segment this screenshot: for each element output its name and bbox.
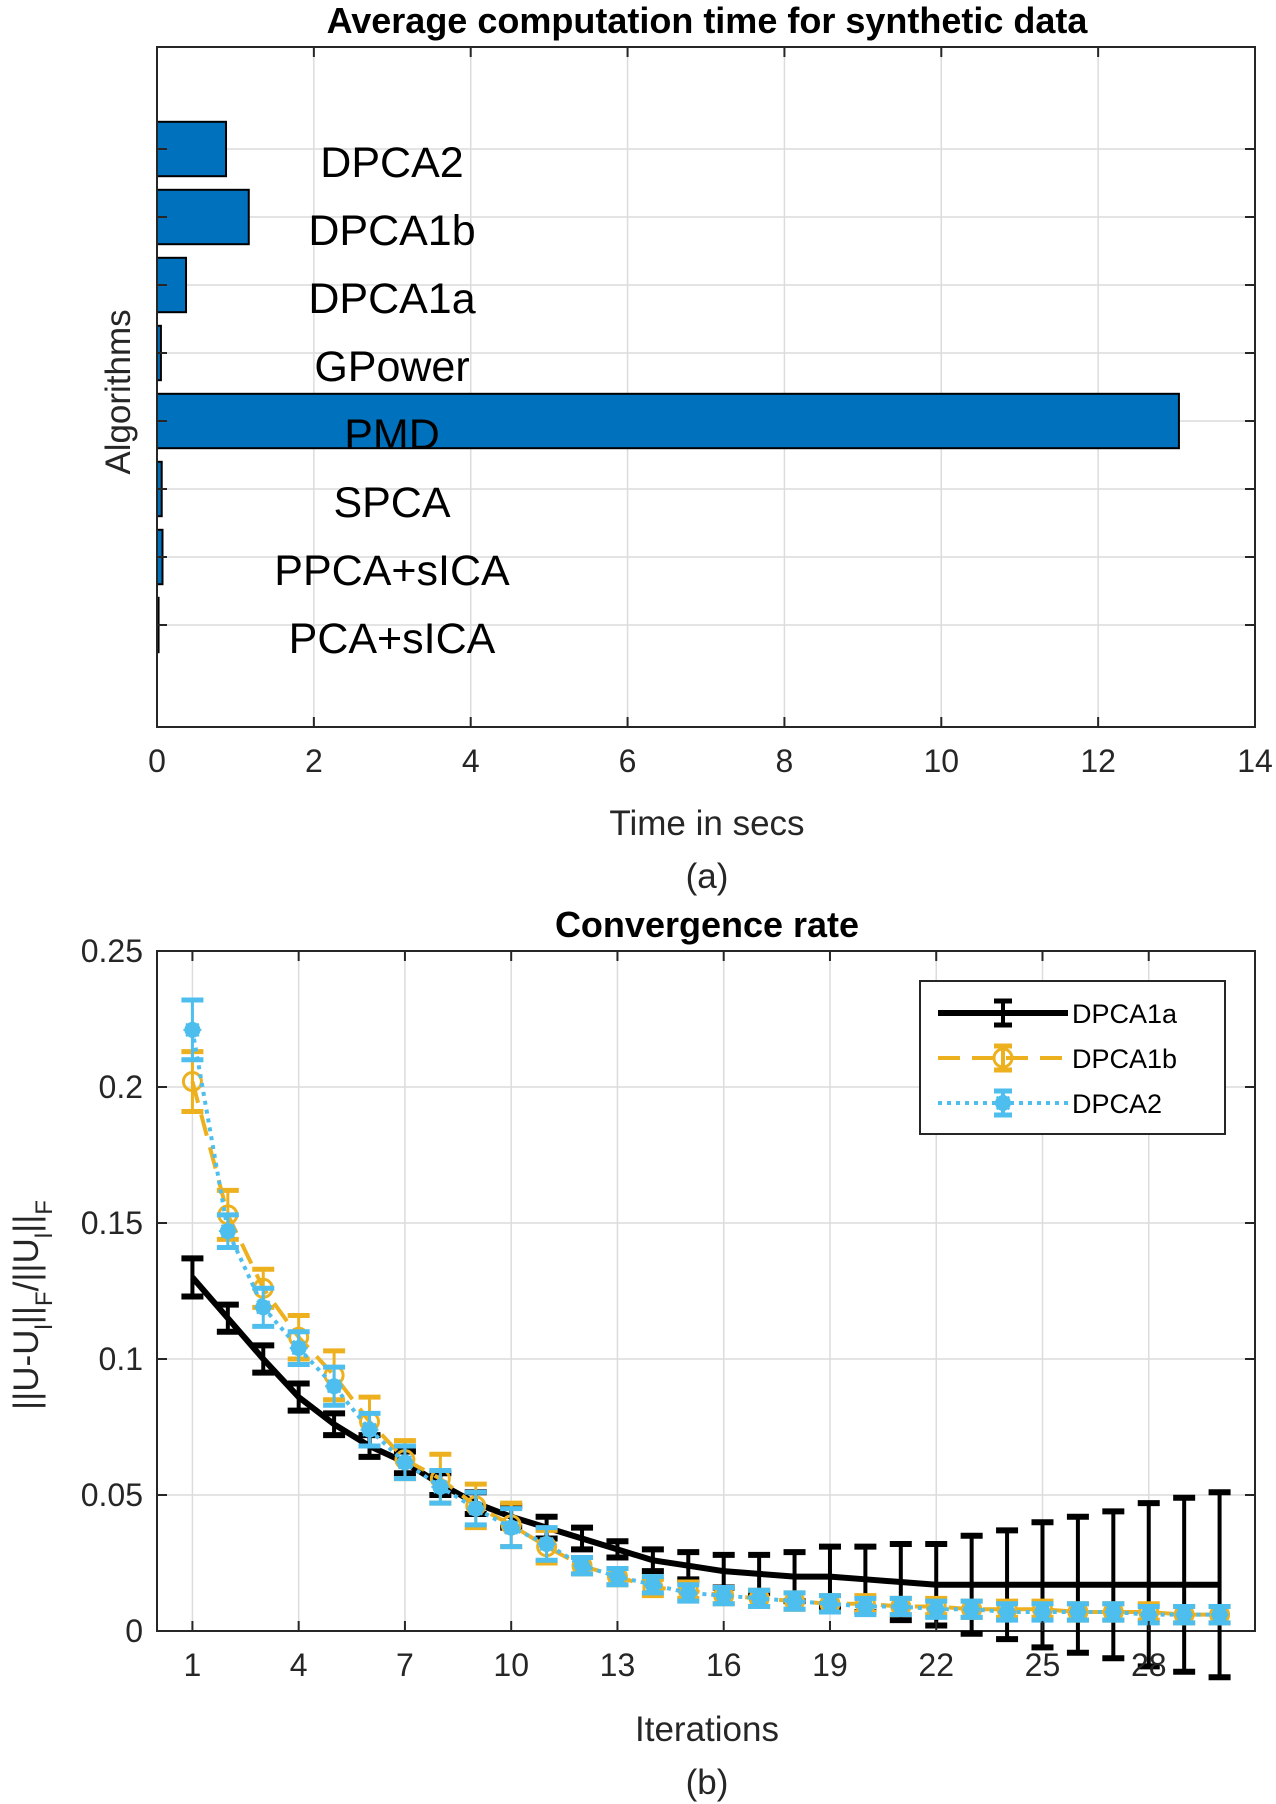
data-point-marker: [645, 1577, 660, 1592]
x-tick-label: 7: [396, 1647, 414, 1683]
data-point-marker: [1035, 1604, 1050, 1620]
data-point-marker: [433, 1479, 448, 1494]
bar-chart-y-axis-label: Algorithms: [99, 309, 138, 474]
x-tick-label: 10: [923, 743, 959, 779]
line-chart-y-tick-labels: 0 0.05 0.1 0.15 0.2 0.25: [81, 933, 1255, 1649]
bar-chart-frame: [156, 46, 1256, 728]
data-point-marker: [893, 1599, 908, 1614]
data-point-marker: [999, 1604, 1015, 1620]
x-tick-label: 1: [184, 1647, 202, 1683]
bar-chart-title: Average computation time for synthetic d…: [327, 0, 1089, 41]
y-tick-label: 0.2: [99, 1069, 143, 1105]
x-tick-label: 10: [493, 1647, 529, 1683]
data-point-marker: [1177, 1607, 1192, 1622]
data-point-marker: [822, 1596, 838, 1611]
y-tick-label: 0: [125, 1613, 143, 1649]
data-point-marker: [787, 1594, 802, 1609]
category-label: GPower: [314, 343, 469, 391]
y-tick-label: 0.1: [99, 1341, 143, 1377]
bar-chart-y-ticks: [157, 148, 1255, 626]
bar-chart-category-labels: PCA+sICA PPCA+sICA SPCA PMD GPower DPCA1a DPCA…: [274, 139, 510, 663]
y-tick-label: 0.25: [81, 933, 143, 969]
bar-chart-bars: [156, 120, 1180, 654]
x-tick-label: 28: [1131, 1647, 1167, 1683]
panel-label-a: (a): [686, 857, 729, 896]
bar-chart-x-axis-label: Time in secs: [609, 804, 804, 843]
panel-label-b: (b): [686, 1763, 729, 1802]
bar-chart: 0 2 4 6 8 10 12 14 PCA+sICA PPCA+sICA SPCA PMD GPow…: [99, 0, 1273, 896]
data-point-marker: [185, 1022, 200, 1037]
x-tick-label: 22: [918, 1647, 954, 1683]
data-point-marker: [992, 1047, 1014, 1069]
series-line: [190, 1081, 1220, 1617]
legend-label: DPCA1a: [1072, 999, 1178, 1029]
x-tick-label: 14: [1237, 743, 1273, 779]
x-tick-label: 6: [619, 743, 637, 779]
data-point-marker: [1106, 1604, 1121, 1620]
x-tick-label: 4: [462, 743, 480, 779]
data-point-marker: [468, 1501, 483, 1516]
line-chart-frame: [156, 950, 1256, 1632]
bar-dpca2: [156, 120, 228, 178]
bar-dpca1b: [156, 188, 250, 246]
line-chart-legend: DPCA1a DPCA1b DPCA2: [919, 980, 1226, 1135]
data-point-marker: [929, 1602, 944, 1617]
bar-chart-x-tick-labels: 0 2 4 6 8 10 12 14: [148, 47, 1273, 779]
data-point-marker: [858, 1599, 873, 1614]
x-tick-label: 2: [305, 743, 323, 779]
legend-box: [919, 980, 1226, 1135]
category-label: DPCA1b: [308, 207, 475, 255]
category-label: PCA+sICA: [289, 615, 496, 663]
data-point-marker: [327, 1379, 342, 1394]
data-point-marker: [256, 1300, 271, 1315]
y-tick-label: 0.05: [81, 1477, 143, 1513]
data-point-marker: [610, 1569, 625, 1584]
series-line: [190, 1029, 1220, 1617]
x-tick-label: 4: [290, 1647, 308, 1683]
series-dpca1b: [181, 1049, 1231, 1626]
data-point-marker: [291, 1341, 306, 1356]
x-tick-label: 16: [706, 1647, 742, 1683]
x-tick-label: 8: [776, 743, 794, 779]
data-point-marker: [504, 1520, 519, 1535]
category-label: DPCA1a: [308, 275, 475, 323]
legend-label: DPCA2: [1072, 1089, 1162, 1119]
x-tick-label: 0: [148, 743, 166, 779]
line-chart: 1 4 7 10 13 16 19 22 25 28 0 0.05 0.1 0.15 0.2 0.25 Co…: [7, 904, 1256, 1802]
line-chart-x-axis-label: Iterations: [635, 1710, 779, 1749]
data-point-marker: [964, 1602, 979, 1617]
category-label: DPCA2: [320, 139, 463, 187]
data-point-marker: [681, 1585, 696, 1600]
y-tick-label: 0.15: [81, 1205, 143, 1241]
data-point-marker: [362, 1422, 377, 1437]
data-point-marker: [995, 1095, 1011, 1111]
line-chart-y-axis-label: ||U-Ul||F/||Ul||F: [7, 1200, 58, 1410]
line-chart-x-tick-labels: 1 4 7 10 13 16 19 22 25 28: [184, 951, 1167, 1683]
data-point-marker: [397, 1455, 413, 1470]
line-chart-series: [181, 997, 1231, 1681]
category-label: PMD: [344, 411, 440, 459]
line-chart-title: Convergence rate: [555, 904, 859, 945]
x-tick-label: 19: [812, 1647, 848, 1683]
data-point-marker: [574, 1558, 590, 1573]
x-tick-label: 12: [1080, 743, 1116, 779]
data-point-marker: [1212, 1607, 1227, 1622]
legend-label: DPCA1b: [1072, 1044, 1177, 1074]
x-tick-label: 13: [600, 1647, 636, 1683]
data-point-marker: [220, 1224, 235, 1239]
x-tick-label: 25: [1025, 1647, 1061, 1683]
data-point-marker: [752, 1591, 767, 1606]
data-point-marker: [181, 1071, 203, 1093]
series-dpca2: [181, 997, 1231, 1626]
series-line: [190, 1275, 1220, 1588]
bar-pmd: [156, 392, 1180, 450]
data-point-marker: [1070, 1604, 1085, 1620]
category-label: SPCA: [333, 479, 450, 527]
category-label: PPCA+sICA: [274, 547, 510, 595]
data-point-marker: [1141, 1607, 1156, 1622]
data-point-marker: [539, 1536, 554, 1552]
data-point-marker: [716, 1588, 731, 1603]
